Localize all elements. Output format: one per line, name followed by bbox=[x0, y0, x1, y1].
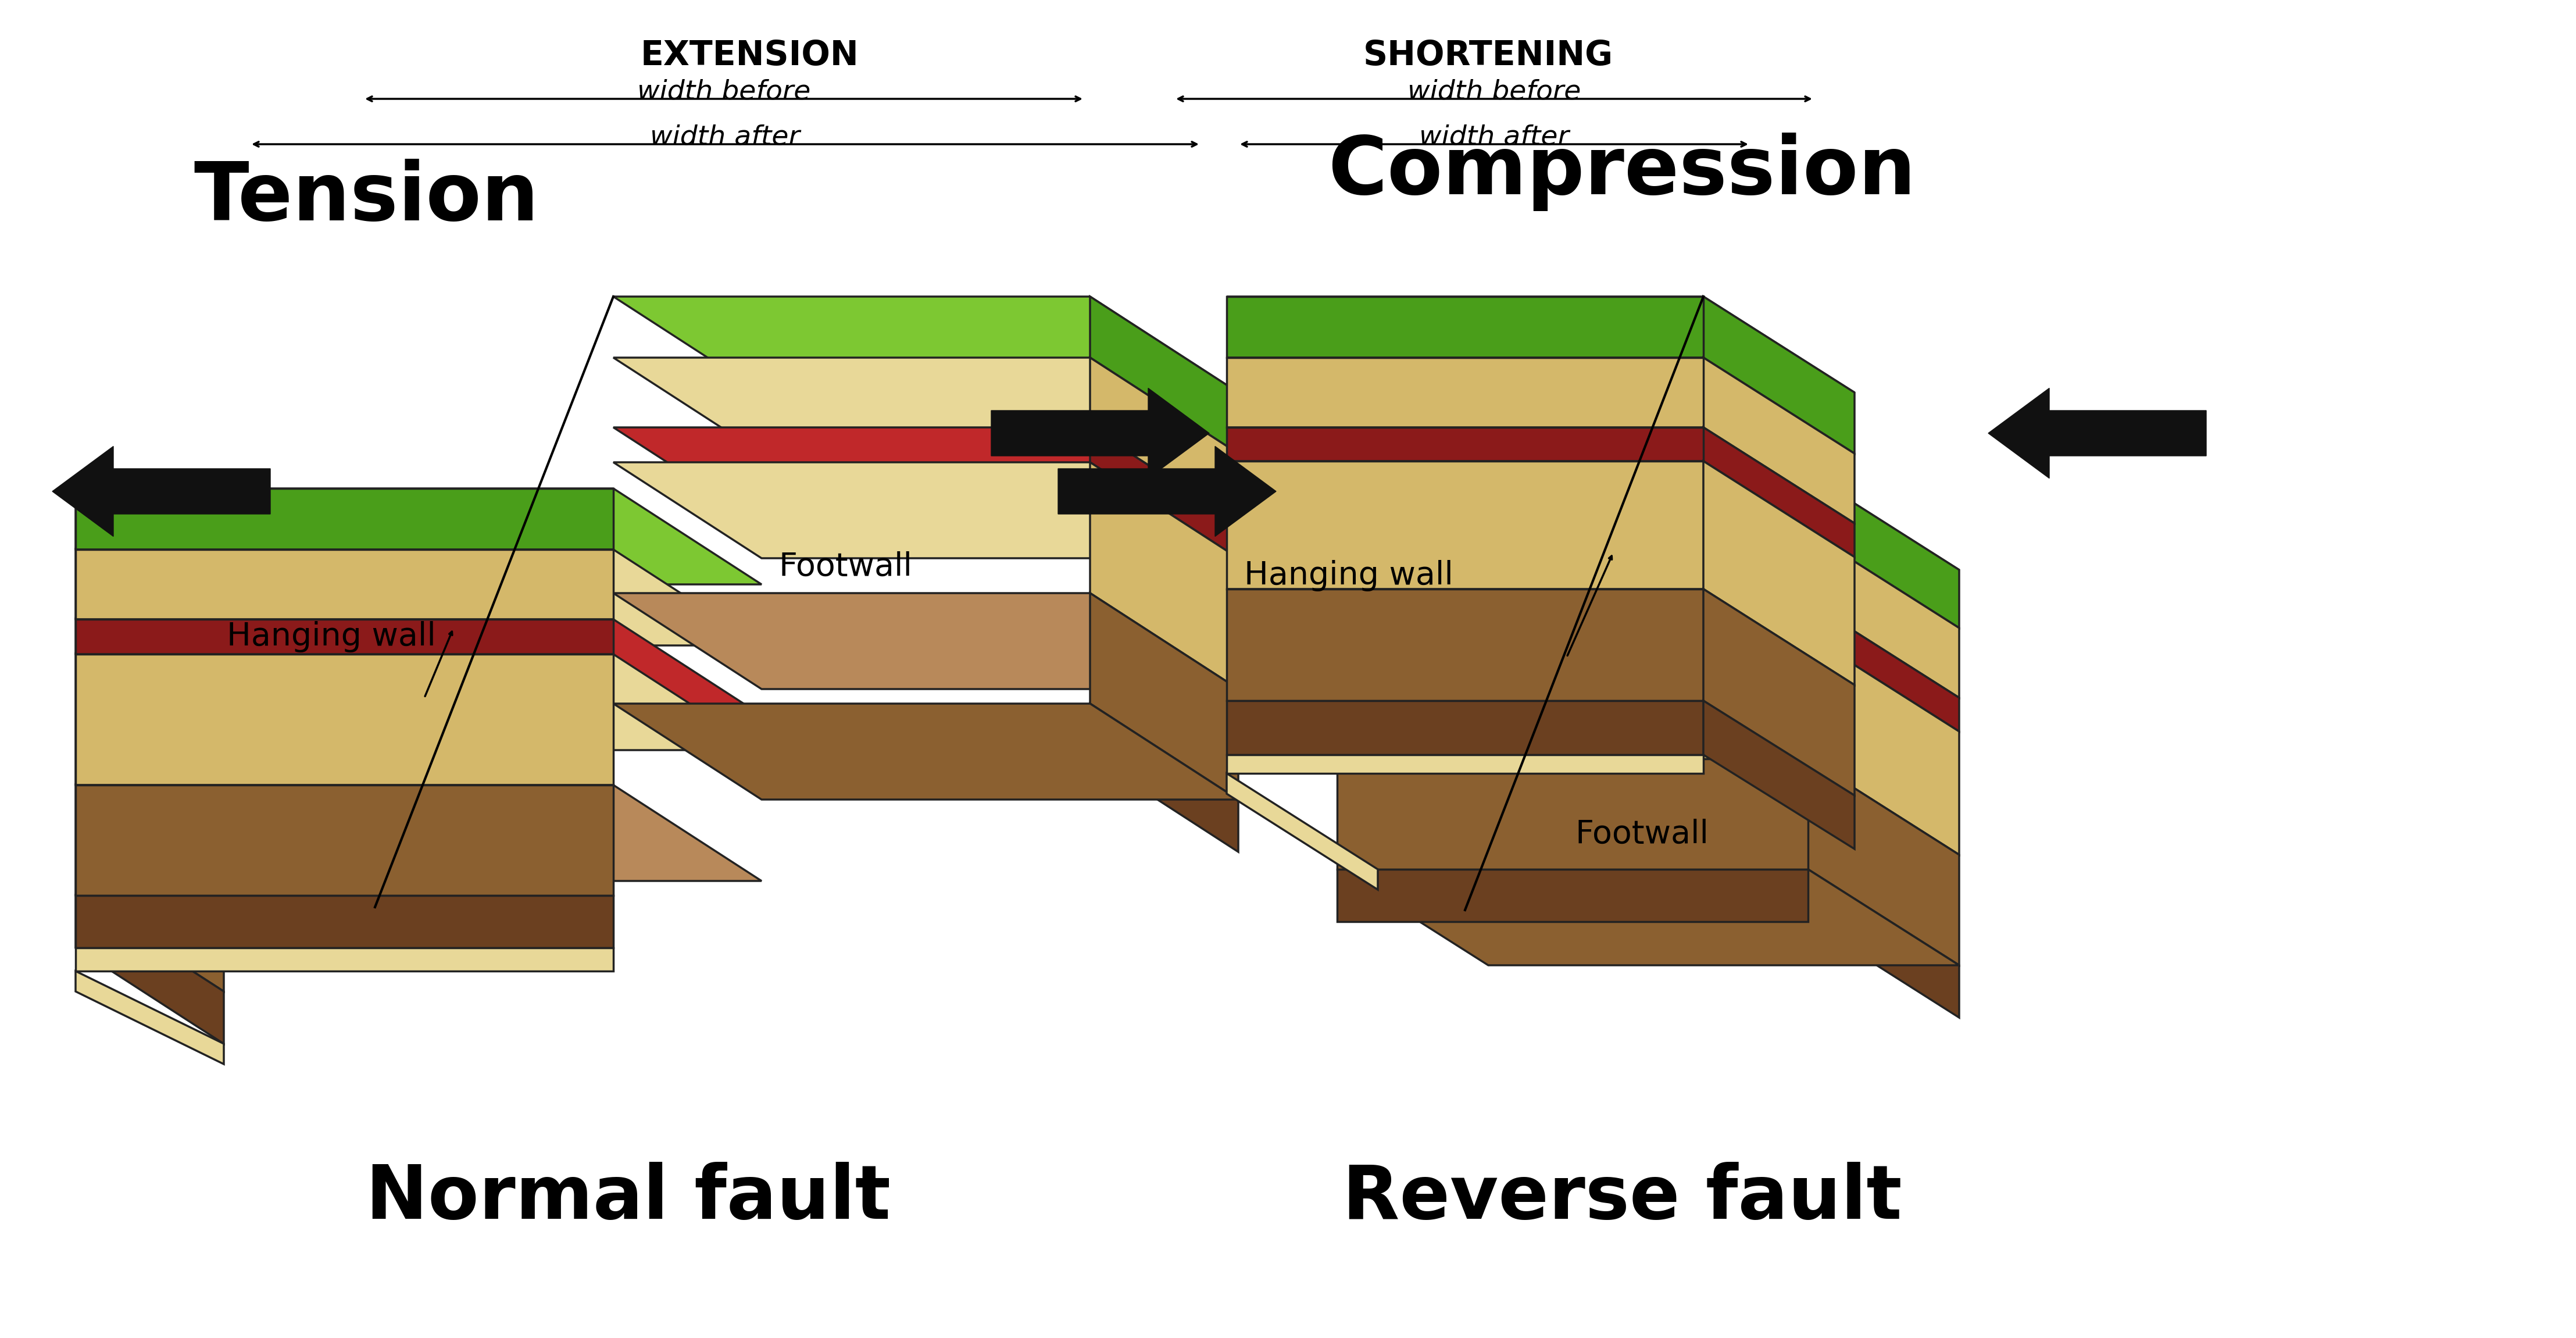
Text: Compression: Compression bbox=[1329, 132, 1917, 211]
Polygon shape bbox=[1226, 427, 1703, 462]
Polygon shape bbox=[75, 895, 613, 947]
Text: Footwall: Footwall bbox=[1577, 819, 1710, 850]
Polygon shape bbox=[613, 357, 1239, 454]
Polygon shape bbox=[75, 947, 613, 971]
Polygon shape bbox=[1337, 636, 1808, 759]
Polygon shape bbox=[1090, 463, 1239, 689]
Polygon shape bbox=[1337, 533, 1808, 602]
Polygon shape bbox=[1703, 701, 1855, 850]
Polygon shape bbox=[1226, 462, 1703, 589]
Polygon shape bbox=[75, 488, 613, 550]
Polygon shape bbox=[1703, 427, 1855, 557]
Polygon shape bbox=[613, 463, 1239, 558]
Text: width after: width after bbox=[1419, 124, 1569, 150]
Polygon shape bbox=[52, 447, 270, 537]
Polygon shape bbox=[1226, 589, 1703, 701]
Polygon shape bbox=[613, 297, 1239, 392]
Polygon shape bbox=[1337, 759, 1808, 870]
Polygon shape bbox=[1226, 297, 1703, 357]
Polygon shape bbox=[1090, 427, 1239, 558]
Polygon shape bbox=[75, 619, 613, 654]
Polygon shape bbox=[1703, 357, 1855, 523]
Polygon shape bbox=[75, 654, 224, 880]
Polygon shape bbox=[1337, 533, 1960, 628]
Polygon shape bbox=[1226, 427, 1855, 523]
Text: Footwall: Footwall bbox=[778, 551, 912, 582]
Polygon shape bbox=[1808, 474, 1960, 628]
Polygon shape bbox=[1808, 533, 1960, 698]
Polygon shape bbox=[1226, 589, 1855, 685]
Polygon shape bbox=[1337, 759, 1960, 855]
Text: width before: width before bbox=[636, 79, 811, 104]
Polygon shape bbox=[1059, 447, 1275, 537]
Polygon shape bbox=[1090, 593, 1239, 800]
Polygon shape bbox=[75, 488, 224, 645]
Text: EXTENSION: EXTENSION bbox=[641, 39, 860, 72]
Polygon shape bbox=[1337, 636, 1960, 732]
Polygon shape bbox=[1989, 388, 2205, 478]
Polygon shape bbox=[1226, 701, 1703, 755]
Polygon shape bbox=[992, 388, 1208, 478]
Polygon shape bbox=[75, 971, 224, 1064]
Text: Hanging wall: Hanging wall bbox=[227, 621, 435, 653]
Polygon shape bbox=[75, 785, 613, 895]
Polygon shape bbox=[75, 488, 762, 585]
Polygon shape bbox=[1090, 297, 1239, 454]
Polygon shape bbox=[1226, 462, 1855, 557]
Polygon shape bbox=[1337, 870, 1808, 922]
Polygon shape bbox=[75, 654, 613, 785]
Polygon shape bbox=[1808, 602, 1960, 732]
Polygon shape bbox=[1337, 602, 1808, 636]
Text: width after: width after bbox=[649, 124, 801, 150]
Polygon shape bbox=[75, 619, 762, 716]
Polygon shape bbox=[1703, 462, 1855, 685]
Polygon shape bbox=[1337, 870, 1960, 965]
Polygon shape bbox=[75, 619, 224, 751]
Polygon shape bbox=[1337, 474, 1960, 570]
Polygon shape bbox=[1808, 759, 1960, 965]
Polygon shape bbox=[1808, 636, 1960, 855]
Polygon shape bbox=[1703, 589, 1855, 796]
Polygon shape bbox=[75, 550, 224, 716]
Polygon shape bbox=[75, 785, 224, 991]
Text: Reverse fault: Reverse fault bbox=[1342, 1161, 1901, 1234]
Text: Normal fault: Normal fault bbox=[366, 1161, 891, 1234]
Polygon shape bbox=[1090, 357, 1239, 523]
Polygon shape bbox=[1090, 704, 1239, 852]
Text: Hanging wall: Hanging wall bbox=[1244, 561, 1453, 591]
Polygon shape bbox=[1337, 474, 1808, 533]
Polygon shape bbox=[613, 427, 1239, 523]
Polygon shape bbox=[75, 785, 762, 880]
Polygon shape bbox=[75, 550, 613, 619]
Polygon shape bbox=[1337, 602, 1960, 698]
Polygon shape bbox=[1808, 870, 1960, 1018]
Text: width before: width before bbox=[1406, 79, 1582, 104]
Polygon shape bbox=[1226, 755, 1703, 773]
Polygon shape bbox=[1226, 357, 1855, 454]
Polygon shape bbox=[75, 654, 762, 751]
Polygon shape bbox=[1226, 773, 1378, 890]
Polygon shape bbox=[75, 895, 224, 1044]
Text: Tension: Tension bbox=[193, 158, 538, 237]
Text: SHORTENING: SHORTENING bbox=[1363, 39, 1613, 72]
Polygon shape bbox=[613, 704, 1239, 800]
Polygon shape bbox=[613, 593, 1239, 689]
Polygon shape bbox=[1226, 357, 1703, 427]
Polygon shape bbox=[75, 550, 762, 645]
Polygon shape bbox=[1226, 297, 1855, 392]
Polygon shape bbox=[1703, 297, 1855, 454]
